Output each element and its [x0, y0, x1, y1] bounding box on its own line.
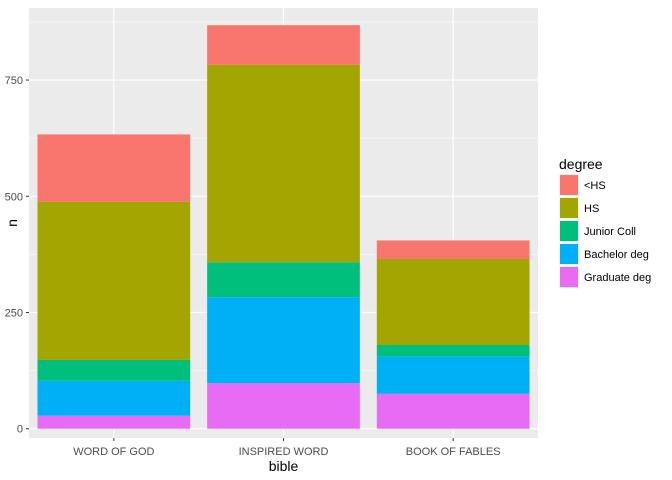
bar-segment [376, 345, 530, 357]
bar-segment [37, 359, 191, 381]
bar-segment [37, 380, 191, 416]
bar-segment [207, 297, 360, 384]
legend-key [560, 267, 578, 287]
legend-key [560, 198, 578, 218]
bars [37, 25, 530, 429]
y-tick-label: 500 [5, 191, 23, 203]
legend-key [560, 221, 578, 241]
x-tick-label: INSPIRED WORD [239, 446, 329, 458]
legend-label: HS [584, 203, 599, 215]
bar-segment [207, 25, 360, 65]
legend-label: Graduate deg [584, 272, 651, 284]
bar-segment [207, 64, 360, 263]
bar-segment [37, 201, 191, 360]
y-tick-label: 0 [17, 424, 23, 436]
bar-segment [376, 240, 530, 260]
legend-label: Junior Coll [584, 226, 636, 238]
legend-label: Bachelor deg [584, 249, 649, 261]
legend: degree <HS HS Junior Coll Bachelor deg Gradu… [559, 156, 651, 288]
y-tick-label: 250 [5, 307, 23, 319]
legend-key [560, 175, 578, 195]
y-tick-label: 750 [5, 75, 23, 87]
x-axis: WORD OF GOD INSPIRED WORD BOOK OF FABLES [73, 438, 501, 458]
bar-segment [376, 393, 530, 429]
y-axis: 0 250 500 750 [5, 75, 29, 436]
bar-segment [376, 356, 530, 394]
bar-segment [207, 262, 360, 298]
x-tick-label: WORD OF GOD [73, 446, 154, 458]
legend-key [560, 244, 578, 264]
y-axis-title: n [4, 219, 20, 227]
x-tick-label: BOOK OF FABLES [406, 446, 501, 458]
bar-segment [207, 383, 360, 429]
legend-title: degree [559, 156, 603, 172]
bar-segment [37, 134, 191, 202]
x-axis-title: bible [269, 458, 299, 474]
bar-segment [376, 259, 530, 346]
bar-segment [37, 415, 191, 429]
legend-label: <HS [584, 180, 606, 192]
